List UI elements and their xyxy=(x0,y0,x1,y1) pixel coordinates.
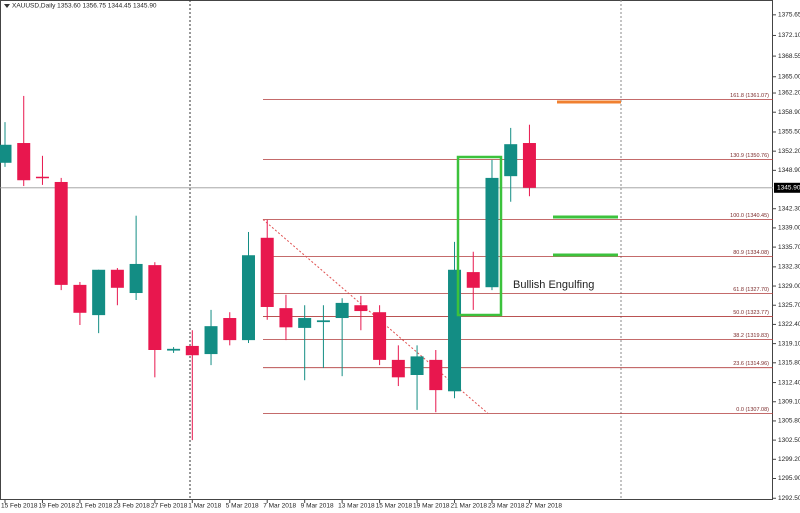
y-tick-label: 1368.55 xyxy=(778,53,800,60)
candle-body xyxy=(0,144,12,163)
y-tick-label: 1329.00 xyxy=(778,283,800,290)
candle-body xyxy=(316,320,330,323)
fib-label: 80.9 (1334.08) xyxy=(733,250,769,256)
annotation: Bullish Engulfing xyxy=(513,279,594,291)
pattern-box xyxy=(456,155,503,317)
candle-body xyxy=(204,326,218,355)
candle-body xyxy=(185,345,199,356)
x-tick-label: 21 Feb 2018 xyxy=(76,503,113,510)
candle-body xyxy=(260,237,274,307)
y-tick-label: 1352.20 xyxy=(778,148,800,155)
y-tick-label: 1355.50 xyxy=(778,129,800,136)
fib-label: 130.9 (1350.76) xyxy=(730,153,769,159)
y-tick-label: 1322.40 xyxy=(778,321,800,328)
candle-body xyxy=(73,284,87,313)
x-tick-label: 5 Mar 2018 xyxy=(226,503,259,510)
fib-label: 0.0 (1307.08) xyxy=(736,407,769,413)
y-tick-label: 1339.00 xyxy=(778,225,800,232)
x-tick-label: 7 Mar 2018 xyxy=(263,503,296,510)
x-tick-label: 23 Mar 2018 xyxy=(488,503,525,510)
candle-body xyxy=(241,255,255,341)
candle-body xyxy=(410,356,424,375)
candle-body xyxy=(522,143,536,188)
candle-body xyxy=(298,318,312,328)
candle-body xyxy=(223,318,237,341)
candle-body xyxy=(466,272,480,288)
candle-body xyxy=(391,359,405,378)
marks: 161.8 (1361.07) 130.9 (1350.76) 100.0 (134… xyxy=(0,93,773,441)
x-tick-label: 15 Feb 2018 xyxy=(1,503,38,510)
candle-body xyxy=(129,263,143,294)
y-tick-label: 1358.90 xyxy=(778,109,800,116)
current-price-label: 1345.90 xyxy=(777,185,800,192)
x-tick-label: 23 Feb 2018 xyxy=(113,503,150,510)
y-tick-label: 1332.30 xyxy=(778,264,800,271)
fib-label: 161.8 (1361.07) xyxy=(730,93,769,99)
fib-label: 100.0 (1340.45) xyxy=(730,213,769,219)
fib-label: 61.8 (1327.70) xyxy=(733,287,769,293)
x-tick-label: 13 Mar 2018 xyxy=(338,503,375,510)
y-tick-label: 1319.10 xyxy=(778,340,800,347)
x-tick-label: 19 Feb 2018 xyxy=(38,503,75,510)
y-tick-label: 1295.90 xyxy=(778,475,800,482)
x-tick-label: 19 Mar 2018 xyxy=(413,503,450,510)
x-tick-label: 1 Mar 2018 xyxy=(188,503,221,510)
y-tick-label: 1309.10 xyxy=(778,398,800,405)
x-tick-label: 27 Mar 2018 xyxy=(525,503,562,510)
y-tick-label: 1365.00 xyxy=(778,73,800,80)
fib-label: 50.0 (1323.77) xyxy=(733,310,769,316)
fib-label: 23.6 (1314.96) xyxy=(733,361,769,367)
chart-title: XAUUSD,Daily 1353.60 1356.75 1344.45 134… xyxy=(12,3,157,10)
y-tick-label: 1325.70 xyxy=(778,302,800,309)
current-price-box xyxy=(774,182,800,193)
candle-body xyxy=(335,302,349,319)
x-tick-label: 21 Mar 2018 xyxy=(451,503,488,510)
candle-body xyxy=(485,177,499,288)
plot-frame xyxy=(0,0,773,500)
x-tick-label: 9 Mar 2018 xyxy=(301,503,334,510)
candle-body xyxy=(148,265,162,350)
y-tick-label: 1302.50 xyxy=(778,437,800,444)
y-tick-label: 1335.70 xyxy=(778,244,800,251)
candle-body xyxy=(17,143,31,181)
candle-body xyxy=(54,181,68,285)
y-tick-label: 1348.90 xyxy=(778,167,800,174)
y-tick-label: 1299.20 xyxy=(778,456,800,463)
candle-body xyxy=(354,305,368,312)
y-tick-label: 1362.20 xyxy=(778,90,800,97)
fib-label: 38.2 (1319.83) xyxy=(733,333,769,339)
y-tick-label: 1315.80 xyxy=(778,360,800,367)
candle-body xyxy=(279,308,293,328)
y-tick-label: 1342.30 xyxy=(778,205,800,212)
x-tick-label: 27 Feb 2018 xyxy=(151,503,188,510)
x-tick-label: 15 Mar 2018 xyxy=(376,503,413,510)
y-tick-label: 1312.40 xyxy=(778,379,800,386)
y-tick-label: 1375.65 xyxy=(778,12,800,19)
y-tick-label: 1305.80 xyxy=(778,418,800,425)
candle-body xyxy=(92,269,106,316)
y-tick-label: 1292.50 xyxy=(778,495,800,502)
candle-body xyxy=(167,348,181,351)
candle-body xyxy=(504,144,518,177)
y-tick-label: 1372.10 xyxy=(778,32,800,39)
candle-body xyxy=(429,359,443,391)
candle-body xyxy=(110,269,124,288)
menu-icon xyxy=(4,4,10,8)
candle-body xyxy=(373,312,387,360)
candle-body xyxy=(35,176,49,179)
